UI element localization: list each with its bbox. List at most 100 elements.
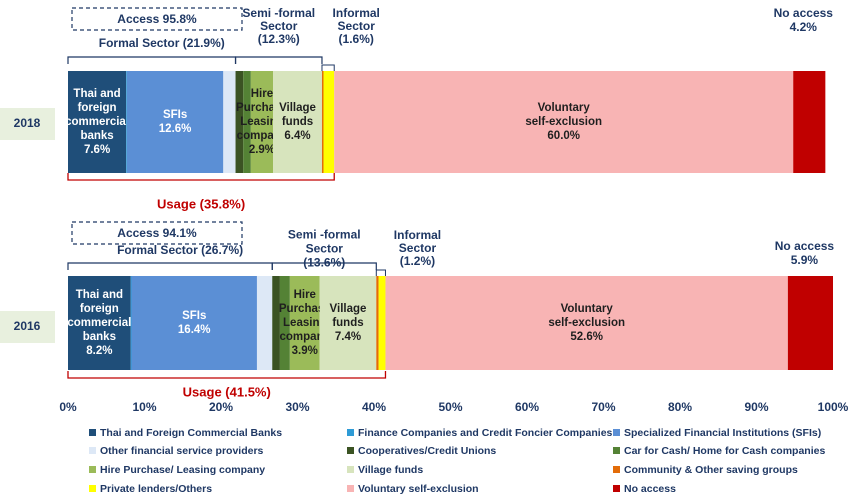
x-tick-label: 80% [668,400,692,414]
bar-segment [378,276,386,370]
data-label: self-exclusion [525,116,602,128]
formal-sector-label: Formal Sector (21.9%) [99,36,225,50]
semi-formal-label: Semi -formal [242,6,315,20]
bar-segment [68,276,131,370]
data-label: Thai and [76,289,123,301]
legend-entry: No access [624,483,676,495]
bar-segment [130,276,132,370]
legend-swatch [347,429,354,436]
data-label: 3.9% [292,345,318,357]
x-tick-label: 0% [59,400,77,414]
bar-segment [273,71,322,173]
data-label: Thai and [73,88,120,100]
no-access-label: 5.9% [791,253,819,267]
data-label: Village [279,102,316,114]
usage-label: Usage (35.8%) [157,196,245,211]
informal-label: Informal [394,228,441,242]
data-label: Leasing [240,116,283,128]
bar-segment [250,71,274,173]
usage-bracket [67,173,335,181]
data-label: commercial [65,116,129,128]
bar-segment [321,71,324,173]
data-label: funds [332,317,363,329]
semi-formal-label: (12.3%) [258,32,300,46]
bar-segment [334,71,794,173]
data-label: 7.4% [335,331,361,343]
x-tick-label: 70% [591,400,615,414]
bar-segment [787,276,833,370]
legend-entry: Car for Cash/ Home for Cash companies [624,445,825,457]
data-label: SFIs [163,109,187,121]
x-tick-label: 60% [515,400,539,414]
data-label: Village [330,303,367,315]
no-access-label: No access [775,239,835,253]
data-label: Hire [294,289,316,301]
informal-label: Sector [338,19,376,33]
bar-segment [376,276,379,370]
category-label-box [0,311,55,343]
x-tick-label: 20% [209,400,233,414]
data-label: 52.6% [570,331,603,343]
x-tick-label: 10% [132,400,156,414]
data-label: 60.0% [547,130,580,142]
formal-sector-bracket [67,262,273,270]
data-label: self-exclusion [548,317,625,329]
data-label: Voluntary [538,102,591,114]
x-tick-label: 50% [438,400,462,414]
bar-segment [385,276,788,370]
access-label: Access 95.8% [117,12,197,26]
data-label: 6.4% [284,130,310,142]
semi-formal-label: Sector [260,19,298,33]
bar-segment [323,71,335,173]
access-box [71,221,243,245]
data-label: banks [80,130,113,142]
legend-entry: Community & Other saving groups [624,464,798,476]
bar-segment [126,71,127,173]
formal-sector-label: Formal Sector (26.7%) [117,243,243,257]
bar-segment [131,276,257,370]
x-tick-label: 90% [744,400,768,414]
bar-segment [272,276,280,370]
bar-segment [319,276,377,370]
legend-entry: Hire Purchase/ Leasing company [100,464,265,476]
category-label: 2018 [14,116,41,130]
legend-swatch [89,429,96,436]
legend-entry: Village funds [358,464,423,476]
category-label-box [0,108,55,140]
bar-segment [793,71,826,173]
data-label: SFIs [182,310,206,322]
data-label: Hire [251,88,273,100]
semi-formal-label: Semi -formal [288,228,361,242]
semi-formal-bracket [234,56,323,64]
legend-entry: Thai and Foreign Commercial Banks [100,427,282,439]
bar-segment [279,276,290,370]
bar-segment [243,71,251,173]
x-tick-label: 30% [285,400,309,414]
data-label: 16.4% [178,324,211,336]
data-label: funds [282,116,313,128]
usage-bracket [67,371,387,379]
data-label: Purchase [279,303,331,315]
data-label: 7.6% [84,144,110,156]
no-access-label: 4.2% [790,20,818,34]
access-box [71,7,243,31]
legend-entry: Finance Companies and Credit Foncier Com… [358,427,613,439]
informal-label: Informal [333,6,380,20]
bar-segment [126,71,224,173]
data-label: commercial [67,317,131,329]
bar-segment [256,276,273,370]
semi-formal-label: Sector [306,242,344,256]
x-tick-label: 100% [818,400,849,414]
data-label: 12.6% [159,123,192,135]
bar-segment [289,276,320,370]
data-label: company [280,331,331,343]
data-label: foreign [80,303,119,315]
legend-entry: Specialized Financial Institutions (SFIs… [624,427,821,439]
no-access-label: No access [774,6,834,20]
informal-bracket [321,64,335,71]
legend-swatch [89,485,96,492]
legend-swatch [89,466,96,473]
data-label: Voluntary [561,303,614,315]
informal-bracket [375,269,386,276]
